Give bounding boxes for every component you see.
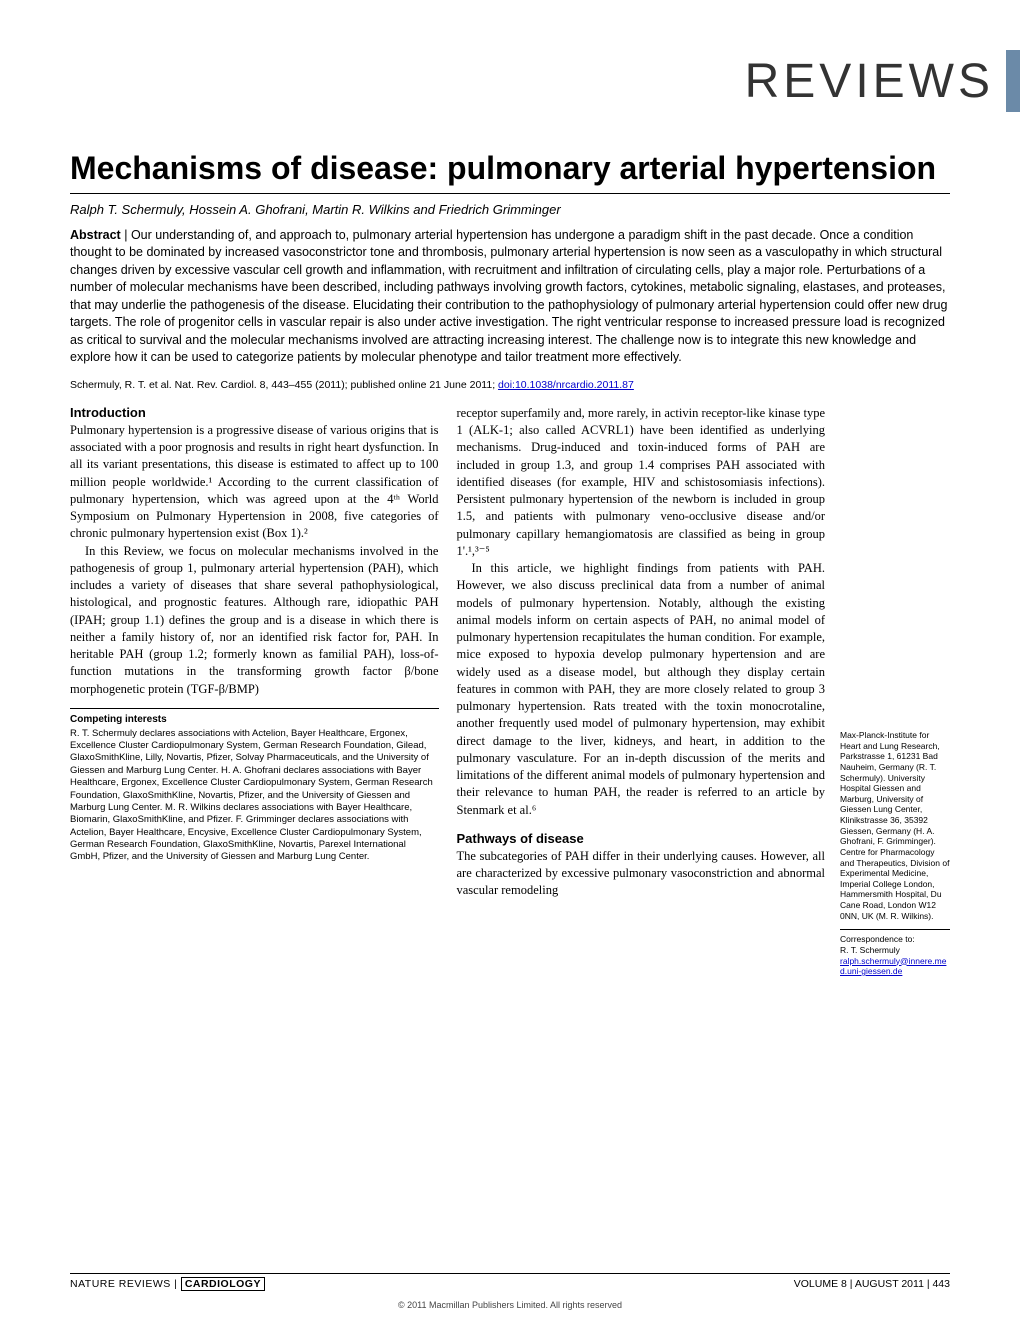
pathways-paragraph-1: The subcategories of PAH differ in their… xyxy=(457,848,826,900)
col2-paragraph-2: In this article, we highlight findings f… xyxy=(457,560,826,819)
abstract-separator: | xyxy=(124,228,131,242)
affiliations-sidebar: Max-Planck-Institute for Heart and Lung … xyxy=(840,730,950,977)
abstract-block: Abstract | Our understanding of, and app… xyxy=(70,227,950,367)
abstract-label: Abstract xyxy=(70,228,121,242)
intro-paragraph-1: Pulmonary hypertension is a progressive … xyxy=(70,422,439,543)
citation-text: Schermuly, R. T. et al. Nat. Rev. Cardio… xyxy=(70,379,498,391)
brand-text: REVIEWS xyxy=(745,54,1006,109)
brand-bar xyxy=(1006,50,1020,112)
competing-interests-block: Competing interests R. T. Schermuly decl… xyxy=(70,708,439,864)
article-title: Mechanisms of disease: pulmonary arteria… xyxy=(70,150,950,194)
abstract-text: Our understanding of, and approach to, p… xyxy=(70,228,947,365)
footer-journal-prefix: NATURE REVIEWS xyxy=(70,1278,171,1290)
intro-paragraph-2: In this Review, we focus on molecular me… xyxy=(70,543,439,698)
copyright-line: © 2011 Macmillan Publishers Limited. All… xyxy=(0,1300,1020,1310)
footer-issue: VOLUME 8 | AUGUST 2011 | 443 xyxy=(794,1278,950,1290)
intro-body: Pulmonary hypertension is a progressive … xyxy=(70,422,439,698)
competing-text: R. T. Schermuly declares associations wi… xyxy=(70,728,439,864)
citation-line: Schermuly, R. T. et al. Nat. Rev. Cardio… xyxy=(70,379,950,391)
doi-link[interactable]: doi:10.1038/nrcardio.2011.87 xyxy=(498,379,634,391)
footer-journal-name: CARDIOLOGY xyxy=(181,1277,265,1291)
competing-title: Competing interests xyxy=(70,713,439,726)
column-2-body: receptor superfamily and, more rarely, i… xyxy=(457,405,826,819)
footer-journal-spacer: | xyxy=(174,1278,181,1290)
section-title-pathways: Pathways of disease xyxy=(457,831,826,846)
correspondence-email[interactable]: ralph.schermuly@innere.med.uni-giessen.d… xyxy=(840,956,946,977)
footer-journal: NATURE REVIEWS | CARDIOLOGY xyxy=(70,1278,265,1290)
pathways-body: The subcategories of PAH differ in their… xyxy=(457,848,826,900)
correspondence-block: Correspondence to: R. T. Schermuly ralph… xyxy=(840,929,950,977)
section-title-introduction: Introduction xyxy=(70,405,439,420)
col2-paragraph-1: receptor superfamily and, more rarely, i… xyxy=(457,405,826,560)
journal-section-brand: REVIEWS xyxy=(745,50,1020,112)
page-footer: NATURE REVIEWS | CARDIOLOGY VOLUME 8 | A… xyxy=(70,1273,950,1290)
correspondence-label: Correspondence to: xyxy=(840,934,915,944)
affiliations-text: Max-Planck-Institute for Heart and Lung … xyxy=(840,730,950,921)
author-list: Ralph T. Schermuly, Hossein A. Ghofrani,… xyxy=(70,202,950,217)
correspondence-name: R. T. Schermuly xyxy=(840,945,900,955)
